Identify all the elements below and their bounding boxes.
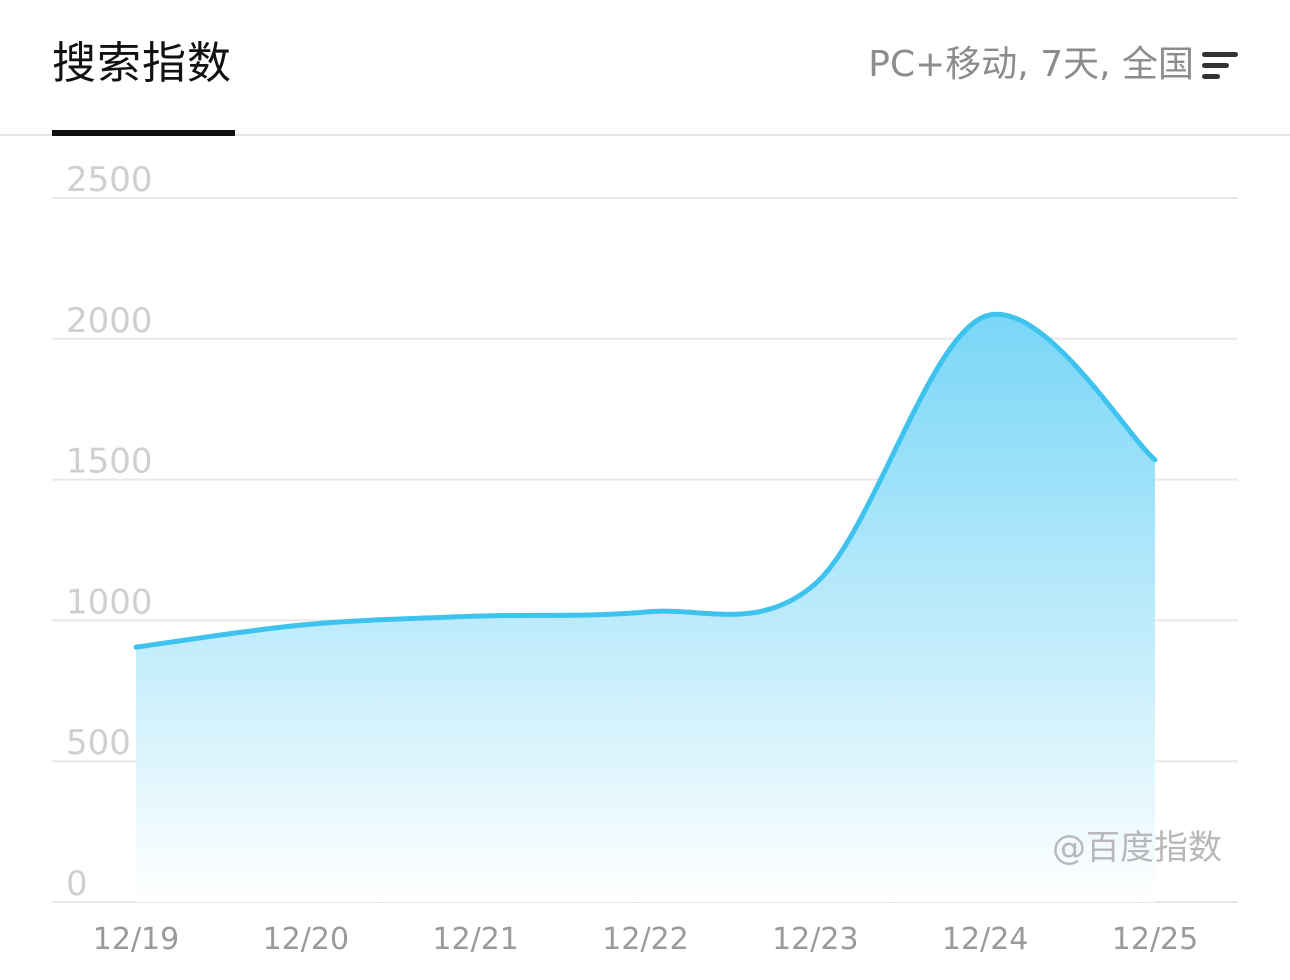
y-tick-label: 1000 [66, 582, 153, 622]
filter-button[interactable]: PC+移动, 7天, 全国 [868, 42, 1238, 88]
search-index-chart: 0 500 1000 1500 2000 2500 12/19 12/20 12/21 12/2… [52, 160, 1238, 957]
x-tick-label: 12/24 [942, 922, 1028, 957]
chart-header: 搜索指数 PC+移动, 7天, 全国 [0, 0, 1290, 136]
tab-search-index[interactable]: 搜索指数 [52, 38, 232, 89]
filter-lines-icon [1202, 52, 1238, 79]
y-tick-label: 500 [66, 723, 131, 763]
filter-label: PC+移动, 7天, 全国 [868, 44, 1194, 85]
x-tick-label: 12/21 [432, 922, 518, 957]
y-tick-label: 2500 [66, 160, 153, 200]
x-tick-label: 12/25 [1112, 922, 1198, 957]
y-tick-label: 2000 [66, 301, 153, 341]
y-tick-label: 1500 [66, 442, 153, 482]
y-axis-labels: 0 500 1000 1500 2000 2500 [66, 160, 153, 904]
x-tick-label: 12/19 [93, 922, 179, 957]
x-tick-label: 12/23 [772, 922, 858, 957]
x-tick-label: 12/22 [602, 922, 688, 957]
watermark-text: @百度指数 [1052, 828, 1222, 868]
y-tick-label: 0 [66, 864, 88, 904]
area-fill [136, 314, 1155, 902]
area-series [133, 311, 1158, 902]
active-tab-indicator [52, 130, 235, 136]
x-axis-labels: 12/19 12/20 12/21 12/22 12/23 12/24 12/25 [93, 922, 1198, 957]
x-tick-label: 12/20 [263, 922, 349, 957]
series-line [133, 311, 1158, 650]
